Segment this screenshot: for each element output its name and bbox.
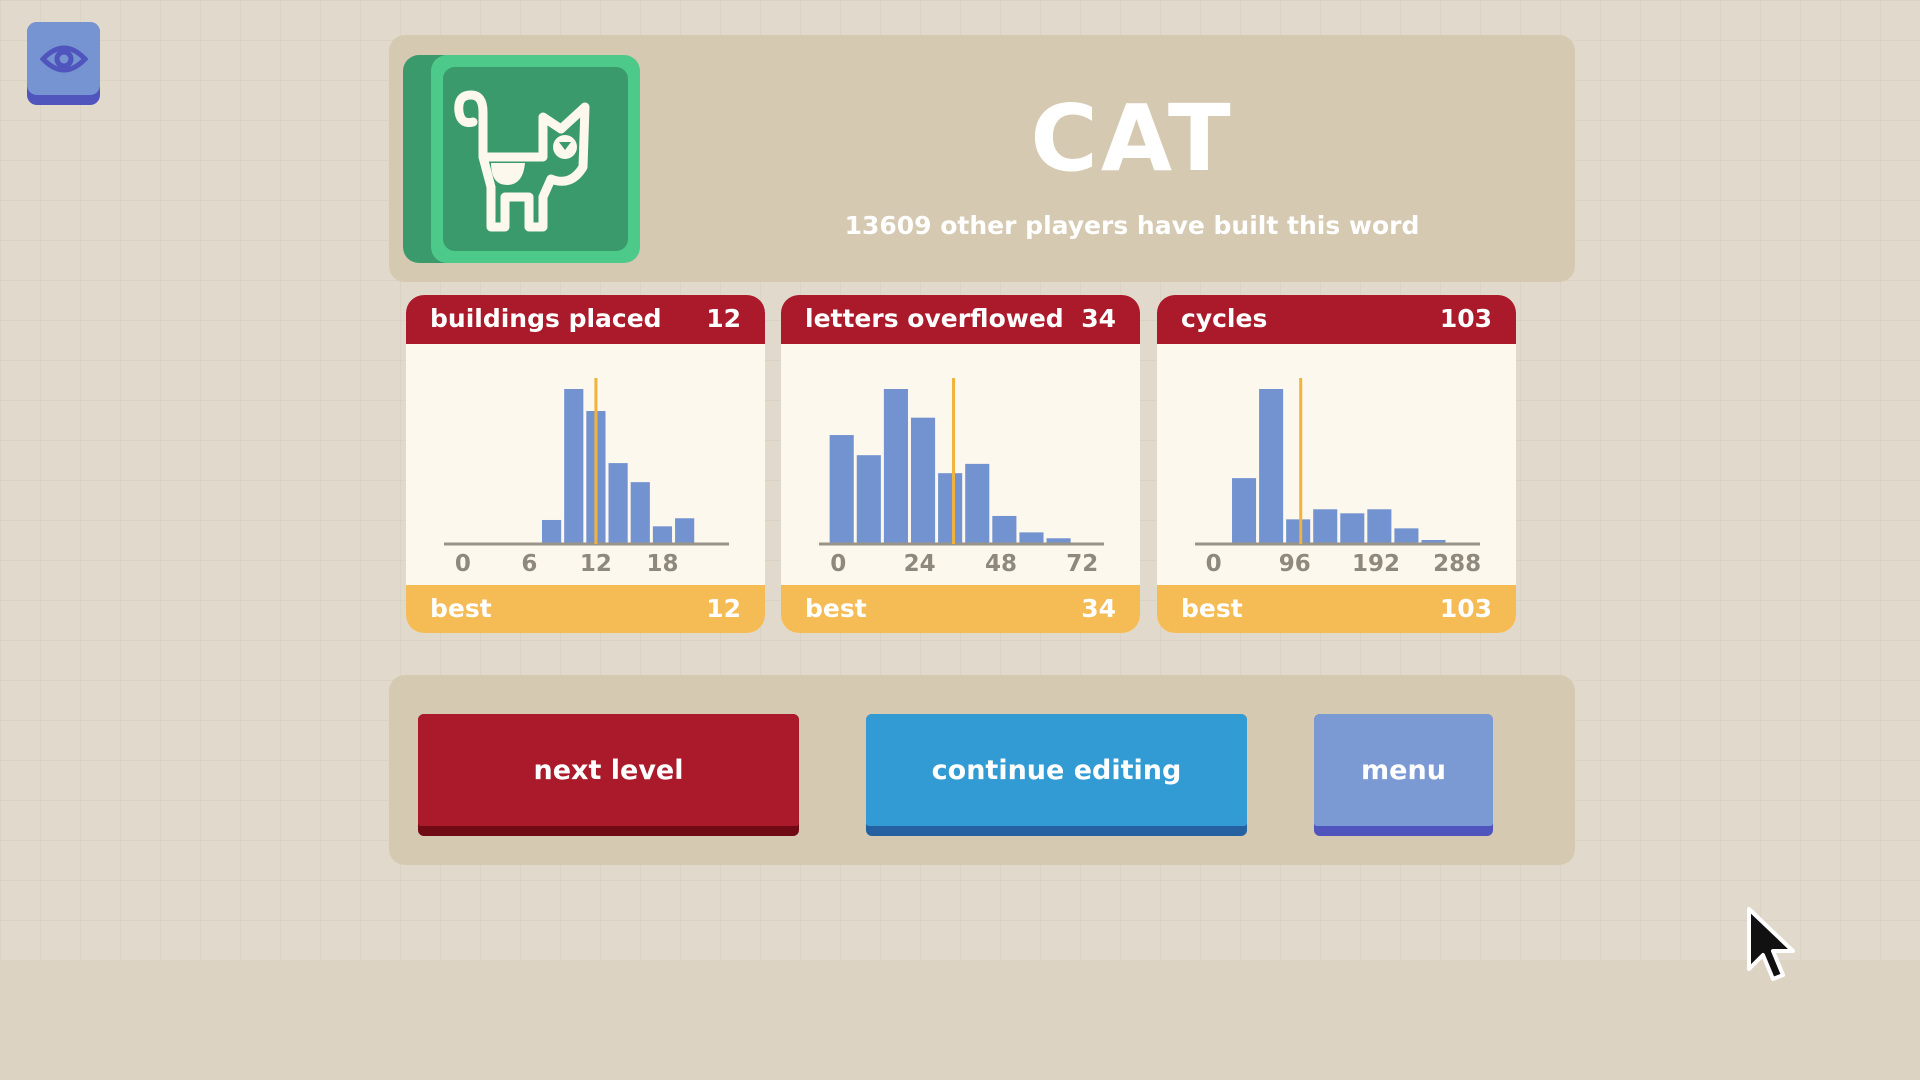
tick-label: 72 bbox=[1066, 551, 1098, 577]
stat-card-buildings: buildings placed 12 0 6 12 18 best 12 bbox=[406, 295, 765, 633]
histogram-bar bbox=[1340, 513, 1365, 544]
next-level-button[interactable]: next level bbox=[418, 714, 799, 836]
histogram-bar bbox=[675, 518, 695, 544]
background-scenery bbox=[0, 960, 1920, 1080]
histogram-bar bbox=[1046, 538, 1071, 544]
tick-label: 0 bbox=[455, 551, 471, 577]
histogram-bar bbox=[1286, 519, 1311, 544]
tick-label: 24 bbox=[904, 551, 936, 577]
stat-label: buildings placed bbox=[430, 304, 662, 333]
stat-card-cycles: cycles 103 0 96 192 288 best 103 bbox=[1157, 295, 1516, 633]
histogram-bar bbox=[856, 455, 881, 544]
next-level-label: next level bbox=[418, 714, 799, 826]
histogram-bar bbox=[652, 526, 673, 544]
tick-label: 12 bbox=[580, 551, 612, 577]
histogram-bar bbox=[965, 463, 990, 544]
tick-label: 6 bbox=[521, 551, 537, 577]
best-label: best bbox=[430, 594, 492, 623]
best-label: best bbox=[805, 594, 867, 623]
best-value: 103 bbox=[1439, 594, 1492, 623]
mouse-cursor-icon bbox=[1747, 907, 1795, 981]
histogram: 0 24 48 72 bbox=[819, 378, 1104, 577]
histogram-bar bbox=[630, 482, 650, 544]
stat-value: 34 bbox=[1081, 304, 1116, 333]
tick-label: 0 bbox=[830, 551, 846, 577]
tick-label: 0 bbox=[1206, 551, 1222, 577]
histogram-bar bbox=[1259, 389, 1284, 544]
histogram: 0 96 192 288 bbox=[1195, 378, 1481, 577]
histogram-bar bbox=[992, 515, 1017, 544]
tick-label: 18 bbox=[646, 551, 678, 577]
stat-label: letters overflowed bbox=[805, 304, 1064, 333]
eye-icon bbox=[39, 45, 88, 72]
best-value: 34 bbox=[1081, 594, 1116, 623]
histogram-bar bbox=[1232, 478, 1257, 544]
tick-label: 192 bbox=[1352, 551, 1400, 577]
histogram-bar bbox=[938, 473, 963, 544]
histogram-bar bbox=[564, 389, 584, 544]
histogram-bar bbox=[1313, 509, 1338, 544]
histogram: 0 6 12 18 bbox=[444, 378, 729, 577]
tick-label: 96 bbox=[1279, 551, 1311, 577]
histogram-bar bbox=[829, 435, 854, 544]
menu-label: menu bbox=[1314, 714, 1493, 826]
menu-button[interactable]: menu bbox=[1314, 714, 1493, 836]
histogram-bar bbox=[1367, 509, 1392, 544]
histogram-bar bbox=[883, 389, 908, 544]
histogram-bar bbox=[1394, 528, 1419, 544]
word-title: CAT bbox=[1030, 85, 1234, 192]
action-panel: next level continue editing menu bbox=[389, 675, 1575, 865]
histogram-bar bbox=[608, 463, 628, 544]
histogram-bar bbox=[1421, 539, 1446, 544]
stat-card-letters: letters overflowed 34 0 24 48 72 best 34 bbox=[781, 295, 1140, 633]
histogram-bar bbox=[541, 519, 562, 544]
stat-value: 12 bbox=[706, 304, 741, 333]
histogram-bar bbox=[910, 417, 936, 544]
word-header-panel: CAT 13609 other players have built this … bbox=[389, 35, 1575, 282]
histogram-bar bbox=[1019, 532, 1044, 544]
tick-label: 48 bbox=[985, 551, 1017, 577]
cat-letter-tile-icon bbox=[403, 55, 640, 263]
stat-label: cycles bbox=[1181, 304, 1268, 333]
continue-editing-button[interactable]: continue editing bbox=[866, 714, 1247, 836]
best-label: best bbox=[1181, 594, 1243, 623]
continue-editing-label: continue editing bbox=[866, 714, 1247, 826]
players-built-count: 13609 other players have built this word bbox=[844, 211, 1420, 240]
view-toggle-button[interactable] bbox=[27, 22, 100, 105]
stat-value: 103 bbox=[1439, 304, 1492, 333]
tick-label: 288 bbox=[1433, 551, 1481, 577]
best-value: 12 bbox=[706, 594, 741, 623]
